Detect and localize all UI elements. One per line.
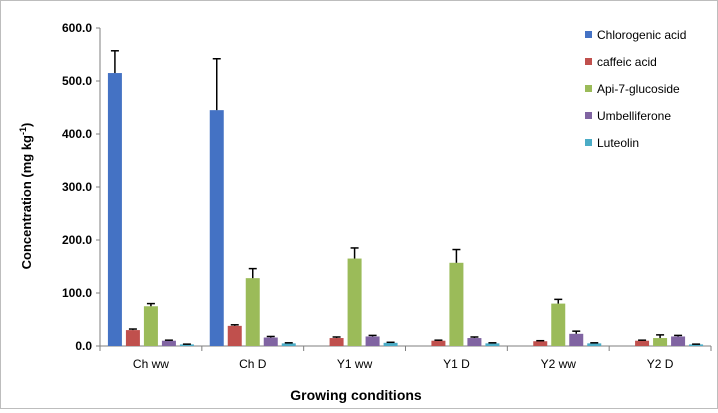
bar xyxy=(365,336,380,346)
bar xyxy=(245,278,260,346)
bar xyxy=(347,258,362,346)
y-axis-label-suffix: ) xyxy=(19,123,34,127)
y-tick-label: 600.0 xyxy=(62,21,92,35)
y-axis-label-main: Concentration (mg kg xyxy=(19,135,34,269)
legend-swatch xyxy=(585,85,592,92)
y-tick-label: 500.0 xyxy=(62,74,92,88)
bar xyxy=(227,325,242,346)
bar xyxy=(329,338,344,346)
y-axis-label: Concentration (mg kg-1) xyxy=(18,123,34,270)
y-tick-label: 0.0 xyxy=(75,339,92,353)
bars xyxy=(107,73,704,347)
x-tick-label: Ch ww xyxy=(133,357,169,371)
y-tick-label: 400.0 xyxy=(62,127,92,141)
x-tick-label: Y1 ww xyxy=(337,357,373,371)
bar xyxy=(263,337,278,346)
bar xyxy=(179,344,194,346)
x-axis-ticks: Ch ww Ch D Y1 ww Y1 D Y2 ww Y2 D xyxy=(99,346,712,371)
x-tick-label: Y2 D xyxy=(647,357,674,371)
bar xyxy=(107,73,122,347)
x-tick-label: Y1 D xyxy=(443,357,470,371)
bar xyxy=(551,303,566,346)
bar xyxy=(587,343,602,346)
y-tick-label: 300.0 xyxy=(62,180,92,194)
bar xyxy=(143,306,158,346)
bar xyxy=(671,336,686,346)
legend-label: Chlorogenic acid xyxy=(597,28,686,42)
x-tick-label: Y2 ww xyxy=(541,357,577,371)
bar xyxy=(161,340,176,346)
legend-swatch xyxy=(585,112,592,119)
legend-swatch xyxy=(585,139,592,146)
bar xyxy=(569,333,584,346)
bar xyxy=(635,340,650,346)
bar xyxy=(125,330,140,346)
bar xyxy=(689,344,704,346)
bar xyxy=(209,110,224,347)
legend-label: Luteolin xyxy=(597,136,639,150)
bar xyxy=(653,338,668,346)
legend-swatch xyxy=(585,58,592,65)
axes xyxy=(99,28,711,347)
bar xyxy=(485,343,500,346)
bar xyxy=(449,262,464,346)
bar xyxy=(533,341,548,346)
y-axis-label-superscript: -1 xyxy=(18,127,28,135)
legend-label: caffeic acid xyxy=(597,55,657,69)
error-bars xyxy=(110,50,701,345)
x-tick-label: Ch D xyxy=(239,357,267,371)
bar xyxy=(281,343,296,346)
legend-swatch xyxy=(585,31,592,38)
bar xyxy=(467,338,482,346)
y-tick-label: 100.0 xyxy=(62,286,92,300)
y-axis-ticks: 0.0 100.0 200.0 300.0 400.0 500.0 600.0 xyxy=(62,21,100,353)
y-tick-label: 200.0 xyxy=(62,233,92,247)
bar xyxy=(431,340,446,346)
legend-label: Api-7-glucoside xyxy=(597,82,680,96)
legend: Chlorogenic acid caffeic acid Api-7-glucos… xyxy=(585,28,686,150)
x-axis-label: Growing conditions xyxy=(290,387,422,403)
legend-label: Umbelliferone xyxy=(597,109,671,123)
bar xyxy=(383,342,398,346)
